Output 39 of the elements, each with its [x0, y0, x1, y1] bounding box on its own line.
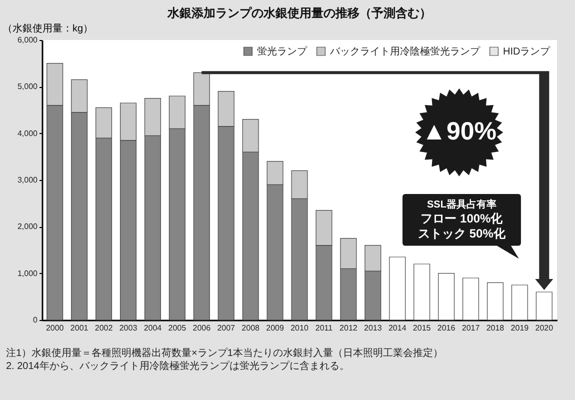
x-tick-label: 2004 — [144, 324, 162, 332]
legend-label: バックライト用冷陰極蛍光ランプ — [329, 45, 481, 58]
y-tick-label: 6,000 — [17, 36, 38, 44]
annotation: ▲90% — [422, 118, 497, 147]
x-tick-label: 2013 — [364, 324, 382, 332]
x-tick-label: 2003 — [119, 324, 138, 332]
x-tick-label: 2012 — [340, 324, 358, 332]
annotation: ストック 50%化 — [418, 226, 506, 242]
annotation: SSL器具占有率 — [426, 198, 498, 212]
y-tick-label: 4,000 — [17, 128, 38, 138]
x-tick-label: 2007 — [217, 324, 236, 332]
text: 注1）水銀使用量＝各種照明機器出荷数量×ランプ1本当たりの水銀封入量（日本照明工業会推定） — [6, 347, 443, 360]
x-tick-label: 2002 — [94, 324, 114, 332]
x-tick-label: 2010 — [290, 324, 309, 332]
chart-title: 水銀添加ランプの水銀使用量の推移（予測含む） — [166, 6, 432, 20]
x-tick-label: 2014 — [388, 324, 407, 332]
text: 2. 2014年から、バックライト用冷陰極蛍光ランプは蛍光ランプに含まれる。 — [6, 360, 350, 373]
x-tick-label: 2009 — [266, 324, 284, 332]
x-tick-label: 2017 — [462, 324, 480, 332]
x-tick-label: 2005 — [168, 324, 187, 332]
x-tick-label: 2006 — [192, 324, 212, 332]
legend-label: 蛍光ランプ — [257, 45, 308, 58]
y-tick-label: 2,000 — [17, 222, 38, 232]
x-tick-label: 2015 — [412, 324, 432, 332]
x-tick-label: 2019 — [510, 324, 530, 332]
y-tick-label: 1,000 — [17, 268, 38, 278]
y-axis-title: （水銀使用量：kg） — [2, 22, 94, 34]
x-tick-label: 2020 — [535, 324, 554, 332]
x-tick-label: 2018 — [486, 324, 505, 332]
y-tick-label: 3,000 — [17, 176, 38, 184]
x-tick-label: 2001 — [70, 324, 89, 332]
annotation: フロー 100%化 — [420, 211, 504, 226]
y-tick-label: 0 — [33, 316, 38, 324]
x-tick-label: 2016 — [437, 324, 456, 332]
x-tick-label: 2008 — [242, 324, 260, 332]
y-tick-label: 5,000 — [17, 82, 38, 92]
x-tick-label: 2000 — [46, 324, 64, 332]
x-tick-label: 2011 — [315, 324, 334, 332]
legend-label: HIDランプ — [503, 45, 552, 58]
